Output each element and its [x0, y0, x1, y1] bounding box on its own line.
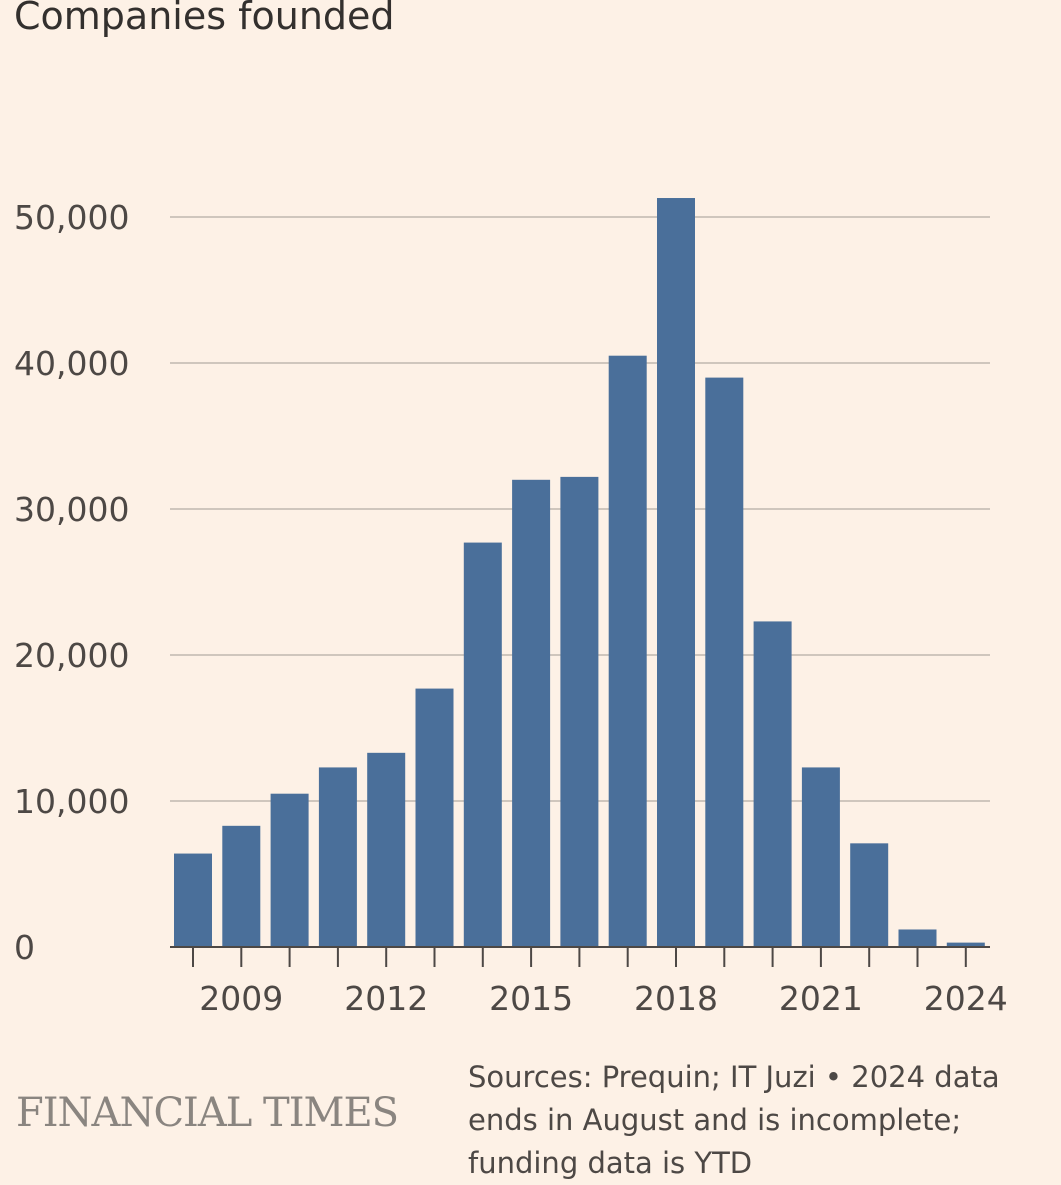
y-tick-label: 50,000	[14, 198, 129, 237]
y-tick-label: 10,000	[14, 782, 129, 821]
bar-2018	[657, 198, 695, 947]
x-tick-label: 2012	[344, 979, 428, 1018]
bar-2020	[753, 621, 792, 947]
bar-2024	[946, 942, 985, 947]
x-tick-label: 2009	[199, 979, 283, 1018]
bar-2015	[512, 479, 551, 947]
bar-chart: 0 10,000 20,000 30,000 40,000 50,000 2009 2012 2…	[14, 198, 1008, 1018]
ft-logo: FINANCIAL TIMES	[16, 1090, 399, 1136]
y-tick-label: 40,000	[14, 344, 129, 383]
x-tick-label: 2018	[634, 979, 718, 1018]
y-tick-label: 20,000	[14, 636, 129, 675]
y-tick-label: 0	[14, 928, 35, 967]
bar-2008	[174, 853, 212, 947]
y-tick-label: 30,000	[14, 490, 129, 529]
x-tick-label: 2021	[779, 979, 863, 1018]
x-tick-label: 2015	[489, 979, 573, 1018]
bar-2010	[270, 793, 309, 947]
bar-2011	[318, 767, 357, 947]
x-tick-label: 2024	[924, 979, 1008, 1018]
bar-2022	[850, 843, 889, 947]
bar-2009	[222, 825, 261, 947]
source-note: Sources: Prequin; IT Juzi • 2024 data en…	[468, 1060, 1000, 1180]
bar-2012	[367, 752, 406, 947]
bar-2019	[705, 377, 744, 948]
bar-2013	[415, 688, 454, 947]
bar-2016	[560, 476, 599, 947]
chart-title: Companies founded	[14, 0, 395, 38]
bar-2021	[801, 767, 840, 947]
bar-2017	[608, 355, 647, 947]
bar-2014	[463, 542, 502, 947]
bar-2023	[898, 929, 937, 947]
